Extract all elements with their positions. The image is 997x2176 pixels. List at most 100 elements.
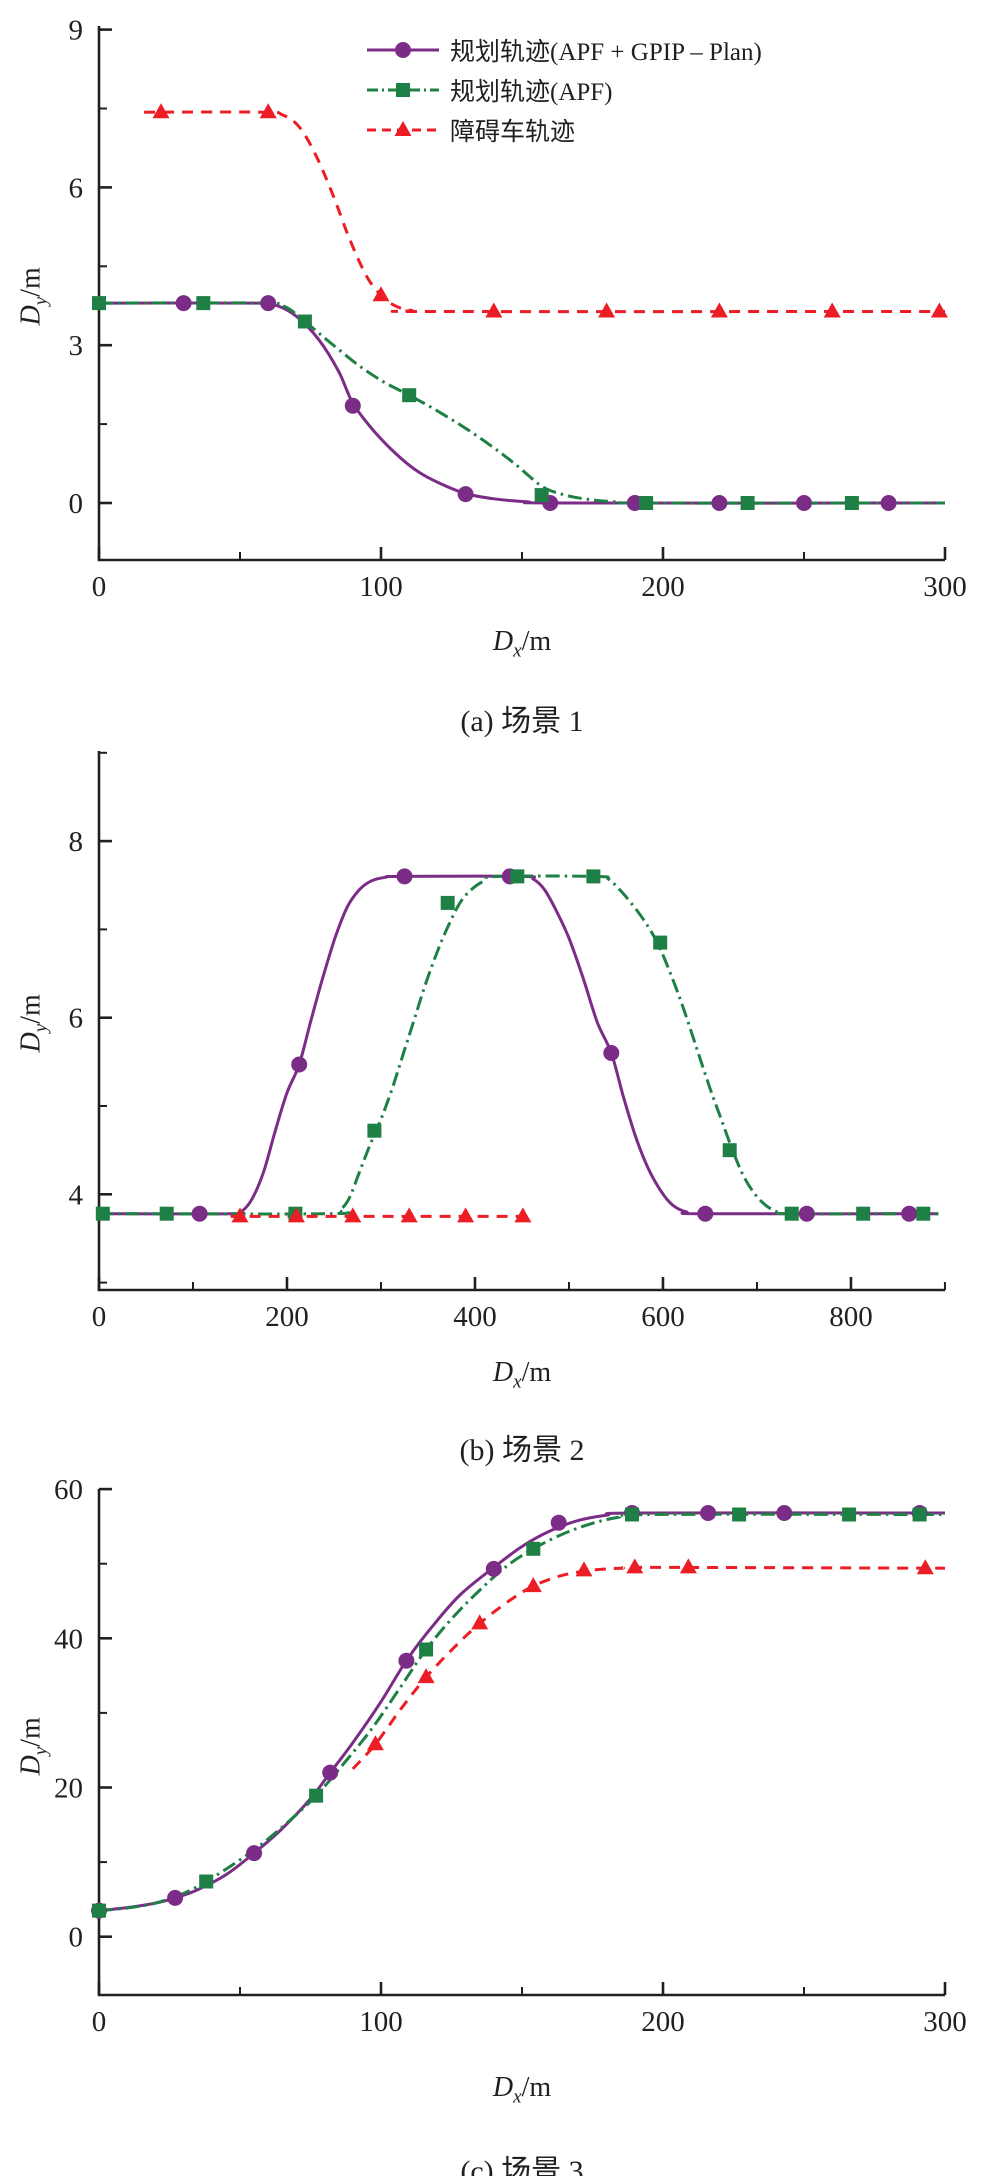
circle-marker	[175, 295, 192, 312]
square-marker	[159, 1206, 174, 1221]
triangle-marker	[575, 1561, 593, 1577]
y-tick-label: 40	[54, 1623, 83, 1655]
triangle-marker	[394, 121, 412, 136]
c-series-apf-line	[98, 1512, 946, 1913]
square-marker	[510, 869, 525, 884]
x-axis-label-c: Dx/m	[492, 2072, 552, 2108]
square-marker	[419, 1642, 434, 1657]
circle-marker	[603, 1045, 620, 1061]
square-marker	[639, 496, 654, 510]
circle-marker	[396, 868, 413, 885]
x-tick-label: 0	[92, 2006, 107, 2038]
square-marker	[844, 496, 859, 510]
circle-marker	[246, 1845, 263, 1862]
triangle-marker	[471, 1614, 489, 1630]
legend-label: 障碍车轨迹	[450, 119, 576, 146]
circle-marker	[167, 1889, 184, 1906]
triangle-marker	[259, 103, 277, 119]
x-tick-label: 300	[923, 571, 967, 603]
circle-marker	[880, 495, 897, 511]
y-tick-label: 9	[69, 15, 84, 47]
triangle-marker	[457, 1207, 475, 1223]
x-tick-label: 800	[829, 1301, 873, 1333]
legend-item-apf: 规划轨迹(APF)	[366, 70, 762, 110]
b-series-apf_gpip-line	[98, 874, 939, 1216]
square-marker	[916, 1206, 931, 1221]
chart-c-caption: (c) 场景 3	[460, 2155, 584, 2176]
square-marker	[95, 1206, 110, 1221]
square-marker	[722, 1143, 737, 1158]
triangle-marker	[287, 1207, 305, 1223]
circle-marker	[398, 1652, 415, 1669]
y-tick-label: 6	[69, 1003, 84, 1035]
triangle-marker	[514, 1207, 532, 1223]
square-marker	[653, 935, 668, 950]
a-series-obstacle-line	[144, 110, 946, 314]
a-series-apf_gpip-line	[98, 301, 946, 505]
triangle-marker	[231, 1207, 249, 1223]
chart-c-plot: 0 20 40 60 0 100 200 300	[54, 1474, 967, 2038]
legend-glyph-apf	[367, 83, 439, 97]
x-tick-label: 600	[641, 1301, 685, 1333]
c-series-obstacle-line	[351, 1565, 946, 1770]
y-tick-label: 6	[69, 172, 84, 204]
circle-marker	[776, 1505, 793, 1521]
circle-marker	[798, 1205, 815, 1222]
triangle-marker	[485, 302, 503, 318]
x-tick-label: 400	[453, 1301, 497, 1333]
triangle-marker	[344, 1207, 362, 1223]
y-tick-label: 60	[54, 1474, 83, 1506]
square-marker	[199, 1874, 214, 1889]
square-marker	[196, 296, 211, 311]
triangle-marker	[823, 302, 841, 318]
b-series-apf-line	[98, 874, 939, 1216]
square-marker	[297, 314, 312, 329]
y-tick-label: 3	[69, 330, 84, 362]
y-axis-label-c: Dy/m	[15, 1717, 52, 1776]
square-marker	[309, 1788, 324, 1803]
chart-a-caption: (a) 场景 1	[460, 705, 584, 738]
y-tick-label: 0	[69, 488, 84, 520]
chart-a-plot: 0 3 6 9 0 100 200 300	[69, 15, 967, 603]
square-marker	[912, 1507, 927, 1522]
circle-marker	[260, 295, 277, 312]
legend-item-obstacle: 障碍车轨迹	[366, 110, 762, 150]
triangle-marker	[152, 103, 170, 119]
chart-b-plot: 4 6 8 0 200 400 600 800	[69, 751, 946, 1333]
x-tick-label: 0	[92, 1301, 107, 1333]
square-marker	[784, 1206, 799, 1221]
square-marker	[625, 1507, 639, 1522]
x-tick-label: 200	[641, 571, 685, 603]
x-tick-label: 300	[923, 2006, 967, 2038]
square-marker	[526, 1541, 541, 1556]
circle-marker	[191, 1205, 208, 1222]
chart-c-section: 0 20 40 60 0 100 200 300 Dy/m Dx/m (c) 场景 3	[0, 1460, 997, 2176]
x-tick-label: 200	[265, 1301, 309, 1333]
c-series-apf_gpip-line	[98, 1511, 946, 1913]
y-tick-label: 20	[54, 1773, 83, 1805]
square-marker	[586, 869, 601, 884]
a-series-apf-line	[98, 301, 946, 505]
square-marker	[740, 496, 755, 510]
chart-b-section: 4 6 8 0 200 400 600 800 Dy/m Dx/m (b) 场景 2	[0, 735, 997, 1467]
circle-marker	[796, 495, 812, 511]
x-axis-label-a: Dx/m	[492, 626, 552, 662]
triangle-marker	[417, 1668, 435, 1684]
square-marker	[92, 1903, 106, 1918]
x-tick-label: 200	[641, 2006, 685, 2038]
circle-marker	[457, 486, 474, 503]
circle-marker	[711, 495, 728, 511]
y-tick-label: 4	[69, 1179, 84, 1211]
circle-marker	[485, 1560, 502, 1577]
square-marker	[396, 83, 410, 97]
y-axis-label-b: Dy/m	[15, 994, 52, 1053]
y-tick-label: 8	[69, 826, 84, 858]
legend: 规划轨迹(APF + GPIP – Plan) 规划轨迹(APF) 障碍车轨迹	[366, 30, 762, 150]
triangle-marker	[930, 302, 948, 318]
legend-label: 规划轨迹(APF)	[450, 79, 613, 106]
circle-marker	[322, 1764, 339, 1781]
chart-b-caption: (b) 场景 2	[459, 1434, 585, 1467]
triangle-marker	[679, 1558, 697, 1574]
square-marker	[732, 1507, 747, 1522]
circle-marker	[901, 1205, 918, 1222]
